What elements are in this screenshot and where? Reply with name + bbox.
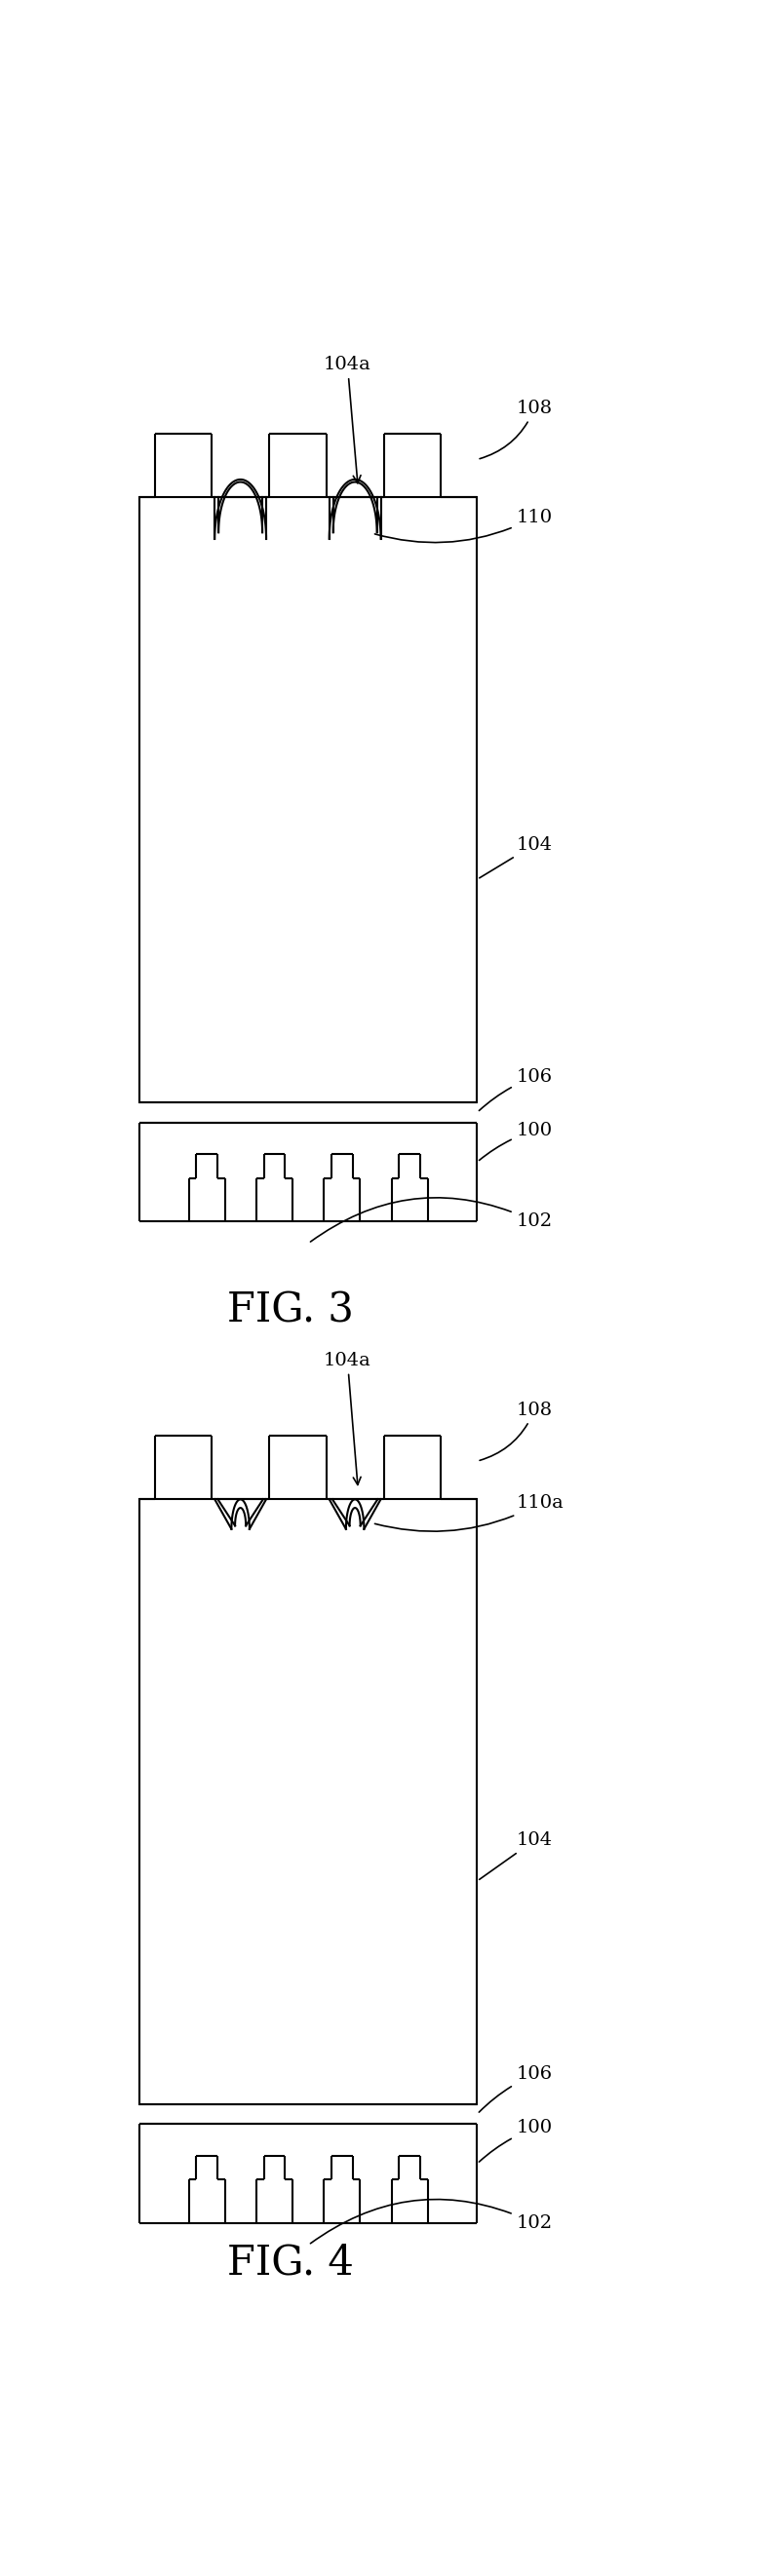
Text: 106: 106 xyxy=(479,2066,552,2112)
Text: 100: 100 xyxy=(479,2120,552,2161)
Text: 100: 100 xyxy=(479,1121,552,1159)
Text: 104: 104 xyxy=(479,1832,552,1880)
Text: 110a: 110a xyxy=(375,1494,564,1530)
Text: 108: 108 xyxy=(480,1401,552,1461)
Text: 104a: 104a xyxy=(324,355,371,484)
Text: 102: 102 xyxy=(310,1198,552,1242)
Text: 106: 106 xyxy=(479,1069,552,1110)
Text: 108: 108 xyxy=(480,399,552,459)
Bar xyxy=(139,1499,477,2105)
Text: 104: 104 xyxy=(479,835,552,878)
Text: 102: 102 xyxy=(310,2200,552,2244)
Text: 110: 110 xyxy=(375,507,552,544)
Text: FIG. 3: FIG. 3 xyxy=(227,1291,353,1332)
Text: FIG. 4: FIG. 4 xyxy=(227,2241,353,2282)
Bar xyxy=(139,497,477,1103)
Text: 104a: 104a xyxy=(324,1352,371,1484)
